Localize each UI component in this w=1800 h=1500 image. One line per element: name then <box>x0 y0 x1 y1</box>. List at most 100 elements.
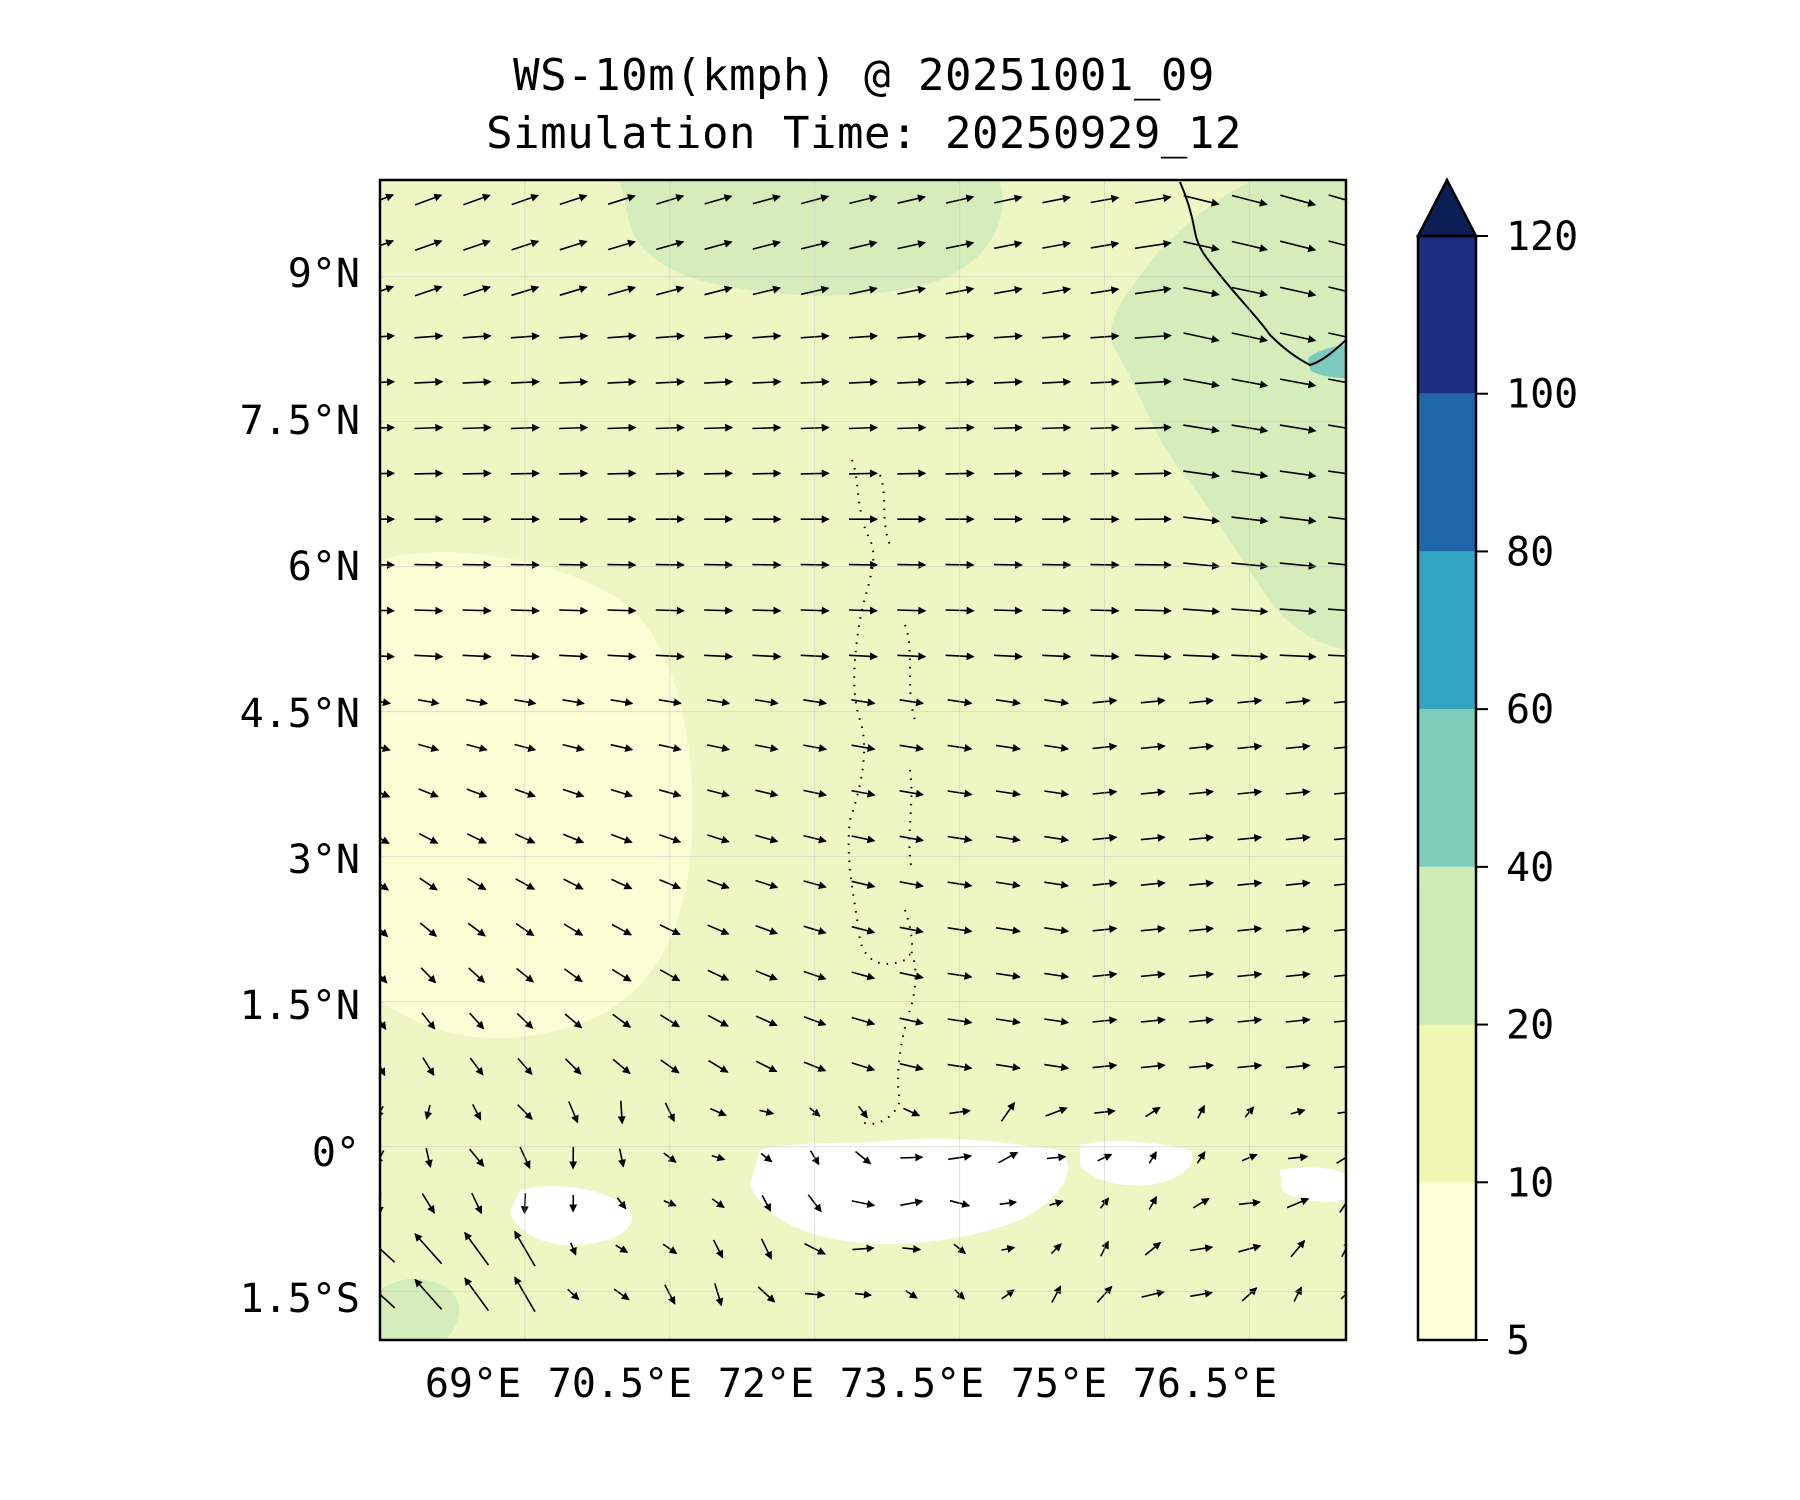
wind-arrow <box>800 332 830 341</box>
wind-arrow <box>1183 652 1221 661</box>
wind-arrow <box>663 1152 677 1163</box>
wind-arrow <box>1279 652 1317 661</box>
wind-arrow <box>1183 332 1220 344</box>
wind-arrow <box>848 606 878 615</box>
wind-arrow <box>1231 607 1269 616</box>
wind-arrow <box>1290 1239 1306 1258</box>
wind-arrow <box>471 1104 482 1121</box>
wind-arrow <box>514 1276 536 1313</box>
wind-arrow <box>949 1107 971 1116</box>
wind-arrow <box>899 744 924 752</box>
wind-arrow <box>1092 697 1118 706</box>
wind-arrow <box>752 469 782 478</box>
wind-arrow <box>418 788 439 798</box>
map-subtitle: Simulation Time: 20250929_12 <box>486 108 1242 159</box>
wind-arrow <box>754 698 779 707</box>
wind-arrow <box>1290 1108 1306 1116</box>
wind-arrow <box>760 1238 773 1260</box>
wind-arrow <box>953 1243 967 1255</box>
wind-arrow <box>380 928 389 938</box>
wind-arrow <box>755 744 779 752</box>
wind-arrow <box>899 880 924 889</box>
wind-arrow <box>519 1146 531 1170</box>
wind-arrow <box>380 698 391 707</box>
wind-arrow <box>800 606 830 615</box>
wind-arrow <box>1279 286 1317 298</box>
wind-arrow <box>897 606 927 615</box>
wind-arrow <box>1237 925 1263 934</box>
wind-arrow <box>1140 1061 1166 1070</box>
wind-arrow <box>905 1290 918 1299</box>
wind-arrow <box>1051 1285 1062 1303</box>
colorbar-segment <box>1418 1024 1476 1183</box>
wind-arrow <box>656 285 685 296</box>
wind-arrow <box>559 285 588 296</box>
wind-arrow <box>803 1016 827 1027</box>
wind-arrow <box>1183 378 1220 389</box>
wind-arrow <box>1189 879 1214 888</box>
wind-arrow <box>1238 1243 1262 1253</box>
wind-arrow <box>464 1231 490 1266</box>
wind-arrow <box>1090 423 1120 432</box>
wind-arrow <box>618 1148 626 1168</box>
wind-arrow <box>849 240 878 250</box>
wind-arrow <box>849 285 878 295</box>
wind-arrow <box>1231 470 1269 480</box>
wind-arrow <box>612 1013 632 1028</box>
wind-arrow <box>993 332 1023 341</box>
lat-tick-label: 1.5°N <box>240 983 360 1029</box>
wind-arrow <box>1090 652 1120 661</box>
wind-arrow <box>1049 1199 1064 1208</box>
wind-arrow <box>1044 698 1070 707</box>
wind-arrow <box>1286 1197 1310 1209</box>
wind-arrow <box>1189 833 1214 842</box>
wind-arrow <box>414 332 444 341</box>
wind-arrow <box>995 880 1021 889</box>
wind-arrow <box>945 469 975 478</box>
wind-arrow <box>711 1198 725 1209</box>
wind-arrow <box>1231 332 1268 344</box>
wind-arrow <box>1334 928 1346 932</box>
wind-arrow <box>613 1288 630 1301</box>
wind-arrow <box>993 378 1023 387</box>
wind-arrow <box>610 743 634 753</box>
wind-arrow <box>1140 833 1166 842</box>
wind-arrow <box>707 969 730 981</box>
wind-arrow <box>800 240 830 250</box>
wind-arrow <box>800 423 830 432</box>
wind-arrow <box>757 1286 776 1303</box>
lon-tick-label: 76.5°E <box>1133 1361 1278 1407</box>
wind-arrow <box>1231 240 1268 252</box>
wind-arrow <box>848 423 878 432</box>
wind-arrow <box>755 879 779 890</box>
wind-arrow <box>615 1244 629 1254</box>
lon-tick-label: 69°E <box>425 1361 521 1407</box>
wind-arrow <box>511 285 540 297</box>
lat-tick-label: 3°N <box>288 837 360 883</box>
wind-arrow <box>1090 378 1120 387</box>
wind-arrow <box>1092 1016 1118 1025</box>
wind-arrow <box>664 1284 676 1305</box>
wind-arrow <box>414 423 444 432</box>
lat-tick-label: 0° <box>312 1130 360 1176</box>
wind-arrow <box>803 1061 827 1072</box>
wind-arrow <box>1334 746 1346 750</box>
wind-arrow <box>380 1019 387 1031</box>
wind-arrow <box>899 1062 924 1072</box>
wind-arrow <box>1189 925 1214 934</box>
wind-arrow <box>1189 788 1214 797</box>
moderate-wind-region-northeast <box>1111 182 1346 650</box>
wind-arrow <box>947 926 973 935</box>
wind-arrow <box>511 193 540 206</box>
wind-arrow <box>1189 1016 1214 1025</box>
wind-arrow <box>658 789 682 798</box>
wind-arrow <box>1145 1106 1161 1118</box>
wind-arrow <box>1042 469 1072 478</box>
colorbar-segment <box>1418 709 1476 867</box>
wind-arrow <box>568 1101 579 1124</box>
wind-arrow <box>1189 1244 1214 1253</box>
wind-arrow <box>1092 970 1118 979</box>
wind-arrow <box>659 1014 681 1028</box>
wind-arrow <box>899 971 924 981</box>
